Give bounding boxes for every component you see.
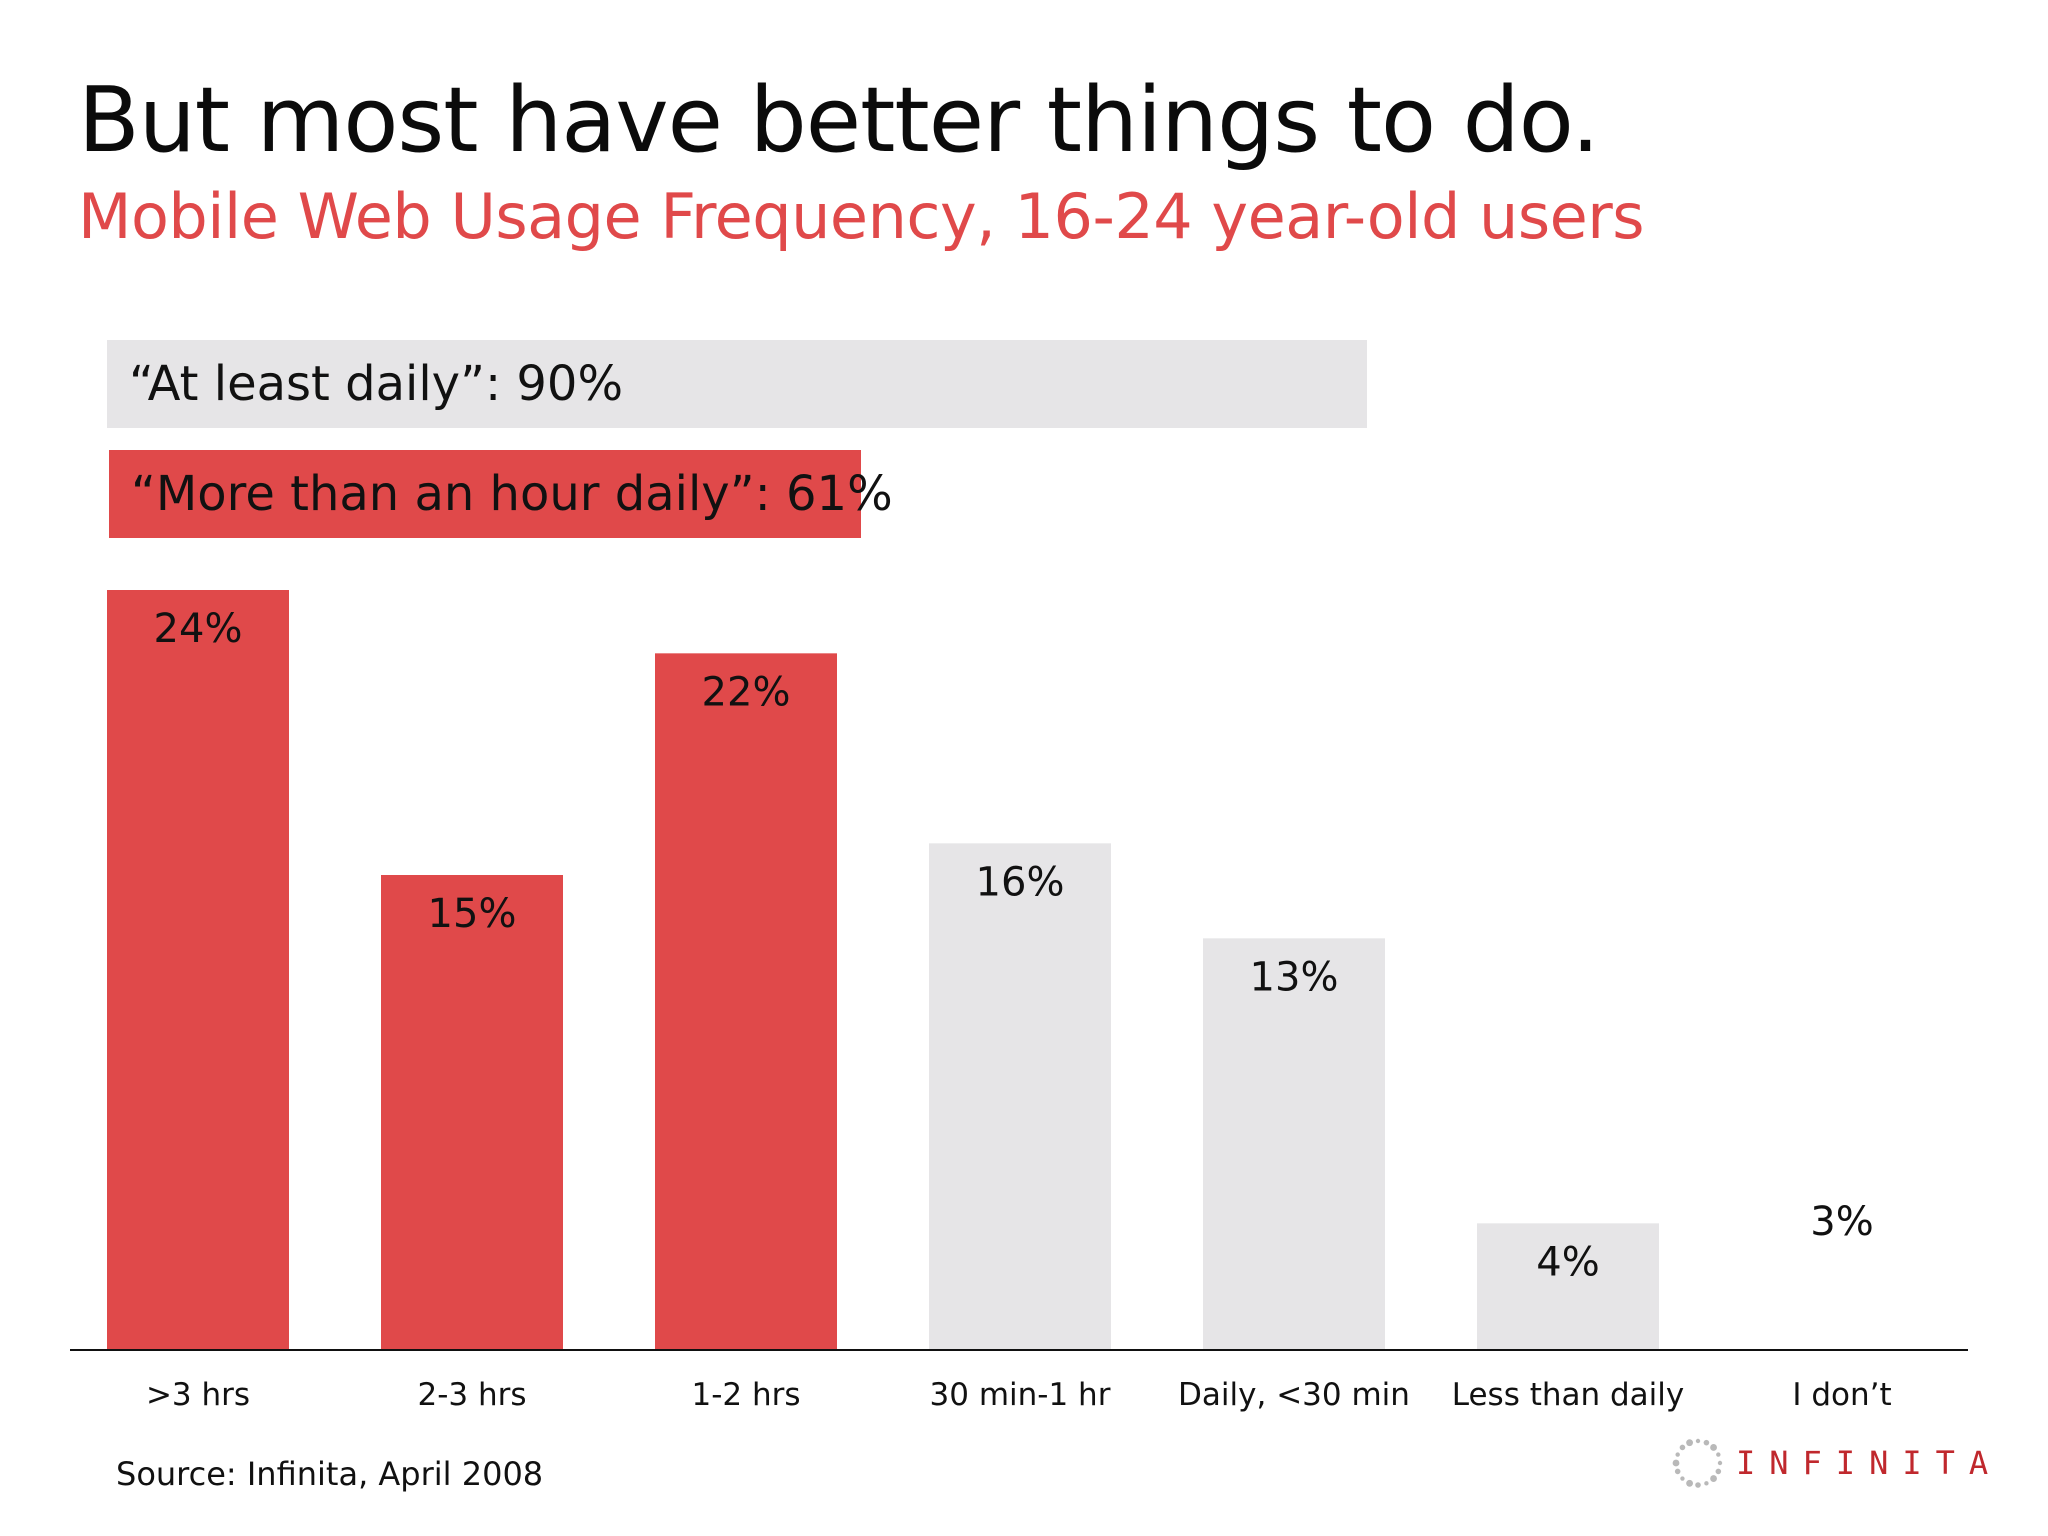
logo-dot: [1679, 1444, 1686, 1451]
logo-dot: [1703, 1439, 1710, 1446]
logo-dot: [1695, 1438, 1701, 1444]
logo-dot: [1716, 1452, 1721, 1457]
category-label-2: 2-3 hrs: [417, 1377, 526, 1413]
logo-dot: [1704, 1481, 1709, 1486]
bar-3: [655, 653, 837, 1350]
value-label-2: 15%: [428, 891, 517, 937]
value-label-3: 22%: [702, 669, 791, 715]
bar-6: [1477, 1223, 1659, 1350]
slide-subtitle: Mobile Web Usage Frequency, 16-24 year-o…: [78, 180, 1645, 253]
logo-dot: [1710, 1475, 1717, 1482]
category-label-5: Daily, <30 min: [1178, 1377, 1410, 1413]
value-label-1: 24%: [154, 606, 243, 652]
logo-dot: [1675, 1452, 1680, 1457]
summary-bar-more-than-hour: “More than an hour daily”: 61%: [109, 450, 893, 538]
category-label-3: 1-2 hrs: [691, 1377, 800, 1413]
value-label-5: 13%: [1250, 954, 1339, 1000]
logo-dot: [1695, 1482, 1701, 1488]
logo-text: INFINITA: [1736, 1444, 2003, 1482]
bar-2: [381, 875, 563, 1350]
bar-1: [107, 590, 289, 1350]
logo-dot: [1686, 1479, 1693, 1487]
summary-label-at-least-daily: “At least daily”: 90%: [129, 356, 624, 412]
bar-4: [929, 843, 1111, 1350]
slide-title: But most have better things to do.: [78, 68, 1600, 173]
infinita-logo: INFINITA: [1670, 1435, 2002, 1491]
category-label-6: Less than daily: [1452, 1377, 1685, 1413]
summary-bar-at-least-daily: “At least daily”: 90%: [107, 340, 1367, 428]
category-label-4: 30 min-1 hr: [930, 1377, 1111, 1413]
category-label-1: >3 hrs: [146, 1377, 250, 1413]
logo-dot: [1672, 1459, 1680, 1467]
logo-dot: [1686, 1439, 1693, 1447]
logo-dot: [1717, 1460, 1723, 1466]
value-label-7: 3%: [1810, 1199, 1873, 1245]
logo-dots-icon: [1672, 1438, 1723, 1488]
bar-5: [1203, 938, 1385, 1350]
logo-dot: [1710, 1444, 1717, 1451]
summary-label-more-than-hour: “More than an hour daily”: 61%: [131, 466, 893, 522]
source-note: Source: Infinita, April 2008: [116, 1455, 544, 1493]
value-label-4: 16%: [976, 859, 1065, 905]
logo-dot: [1715, 1468, 1722, 1475]
category-label-7: I don’t: [1792, 1377, 1891, 1413]
value-label-6: 4%: [1536, 1239, 1599, 1285]
logo-dot: [1674, 1468, 1681, 1475]
logo-dot: [1680, 1476, 1685, 1481]
